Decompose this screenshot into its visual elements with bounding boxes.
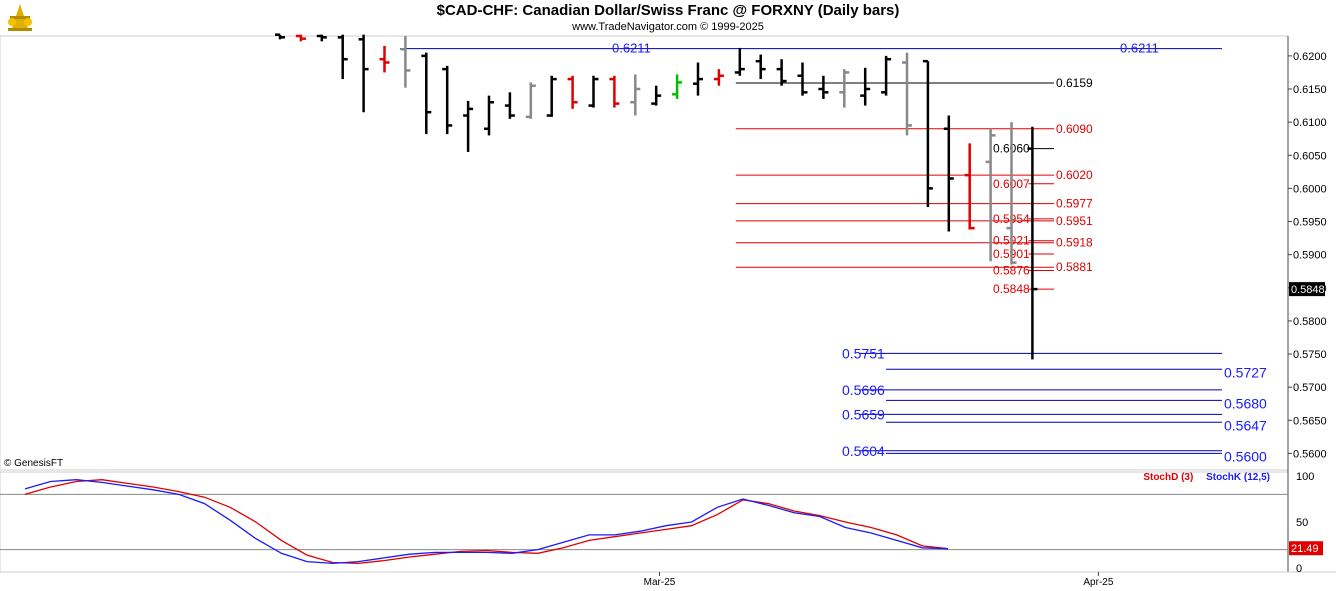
stoch-tick-label: 100 bbox=[1296, 471, 1314, 483]
ohlc-bar bbox=[295, 34, 306, 42]
target-label: 0.5696 bbox=[842, 382, 885, 398]
ohlc-bar bbox=[672, 74, 683, 99]
fib-label: 0.5951 bbox=[1056, 214, 1093, 228]
legend-stoch-k: StochK (12,5) bbox=[1206, 472, 1270, 483]
ohlc-bar bbox=[484, 95, 494, 136]
ohlc-bar bbox=[546, 75, 557, 117]
price-tick-label: 0.5750 bbox=[1293, 349, 1327, 361]
genesis-logo bbox=[4, 2, 36, 34]
ohlc-bar bbox=[713, 69, 724, 86]
ohlc-bar bbox=[316, 34, 327, 42]
ohlc-bar bbox=[358, 34, 369, 113]
ohlc-bar bbox=[1027, 126, 1038, 360]
stoch-last-tag bbox=[1289, 541, 1323, 556]
price-tick-label: 0.5600 bbox=[1293, 448, 1327, 460]
target-label: 0.5680 bbox=[1224, 395, 1267, 411]
last-price-label: 0.5848 bbox=[1291, 284, 1325, 296]
ohlc-bar bbox=[421, 52, 432, 135]
ohlc-bar bbox=[1006, 122, 1017, 265]
fib-label: 0.5881 bbox=[1056, 260, 1093, 274]
ohlc-bar bbox=[379, 45, 390, 73]
fib-label: 0.6020 bbox=[1056, 168, 1093, 182]
ohlc-bar bbox=[902, 52, 912, 136]
stoch-last-label: 21.49 bbox=[1291, 543, 1319, 555]
fib-label: 0.6159 bbox=[1056, 76, 1093, 90]
credit-label: © GenesisFT bbox=[4, 458, 64, 469]
target-label: 0.5727 bbox=[1224, 364, 1267, 380]
ohlc-bar bbox=[504, 92, 515, 119]
fib-label: 0.6211 bbox=[612, 41, 651, 56]
price-tick-label: 0.6100 bbox=[1293, 117, 1327, 129]
ohlc-bar bbox=[400, 36, 411, 88]
ohlc-bar bbox=[693, 62, 703, 96]
price-tick-label: 0.5950 bbox=[1293, 217, 1327, 229]
x-tick-label: Mar-25 bbox=[644, 577, 676, 588]
fib-label: 0.5977 bbox=[1056, 197, 1093, 211]
ohlc-bar bbox=[839, 69, 850, 108]
ohlc-bar bbox=[337, 34, 348, 80]
ohlc-bar bbox=[860, 67, 871, 106]
ohlc-bar bbox=[442, 65, 453, 135]
ohlc-bar bbox=[588, 75, 599, 108]
x-tick-label: Apr-25 bbox=[1083, 577, 1113, 588]
price-tick-label: 0.6150 bbox=[1293, 84, 1327, 96]
stoch-tick-label: 0 bbox=[1296, 563, 1302, 575]
stoch-k-line bbox=[24, 479, 949, 565]
ohlc-bar bbox=[734, 47, 745, 76]
price-tick-label: 0.6050 bbox=[1293, 150, 1327, 162]
ohlc-bar bbox=[525, 82, 536, 119]
ohlc-bar bbox=[922, 59, 933, 207]
stoch-d-line bbox=[24, 479, 949, 565]
price-tick-label: 0.5900 bbox=[1293, 250, 1327, 262]
stoch-legend: StochD (3) StochK (12,5) bbox=[1133, 472, 1270, 483]
ohlc-bar bbox=[651, 85, 662, 106]
ohlc-bar bbox=[463, 100, 474, 152]
price-panel bbox=[0, 35, 1289, 471]
price-tick-label: 0.5700 bbox=[1293, 382, 1327, 394]
ohlc-bar bbox=[609, 75, 620, 108]
fib-label: 0.5876 bbox=[993, 264, 1030, 278]
price-tick-label: 0.5650 bbox=[1293, 415, 1327, 427]
ohlc-bar bbox=[881, 55, 892, 96]
last-price-tag bbox=[1289, 282, 1325, 297]
ohlc-bar bbox=[985, 128, 996, 262]
target-label: 0.5659 bbox=[842, 406, 885, 422]
chart-title: $CAD-CHF: Canadian Dollar/Swiss Franc @ … bbox=[436, 2, 900, 19]
ohlc-bar bbox=[964, 143, 975, 230]
ohlc-bar bbox=[797, 62, 808, 96]
target-label: 0.5600 bbox=[1224, 448, 1267, 464]
ohlc-bar bbox=[275, 33, 285, 40]
price-tick-label: 0.6000 bbox=[1293, 183, 1327, 195]
chart-header: $CAD-CHF: Canadian Dollar/Swiss Franc @ … bbox=[0, 0, 1336, 36]
fib-label: 0.6211 bbox=[1120, 41, 1159, 56]
fib-label: 0.5848 bbox=[993, 282, 1030, 296]
ohlc-bar bbox=[943, 115, 954, 232]
fib-label: 0.5918 bbox=[1056, 236, 1093, 250]
fib-label: 0.6090 bbox=[1056, 122, 1093, 136]
ohlc-bar bbox=[567, 75, 578, 109]
target-label: 0.5647 bbox=[1224, 417, 1267, 433]
chart-subtitle: www.TradeNavigator.com © 1999-2025 bbox=[572, 21, 764, 33]
ohlc-bar bbox=[755, 54, 766, 80]
target-label: 0.5604 bbox=[842, 443, 885, 459]
ohlc-bar bbox=[818, 75, 829, 99]
target-label: 0.5751 bbox=[842, 345, 885, 361]
stoch-tick-label: 50 bbox=[1296, 517, 1308, 529]
stoch-panel bbox=[0, 471, 1289, 573]
price-tick-label: 0.5800 bbox=[1293, 316, 1327, 328]
price-tick-label: 0.6200 bbox=[1293, 51, 1327, 63]
ohlc-bar bbox=[630, 74, 641, 116]
legend-stoch-d: StochD (3) bbox=[1143, 472, 1194, 483]
ohlc-bar bbox=[776, 59, 787, 86]
